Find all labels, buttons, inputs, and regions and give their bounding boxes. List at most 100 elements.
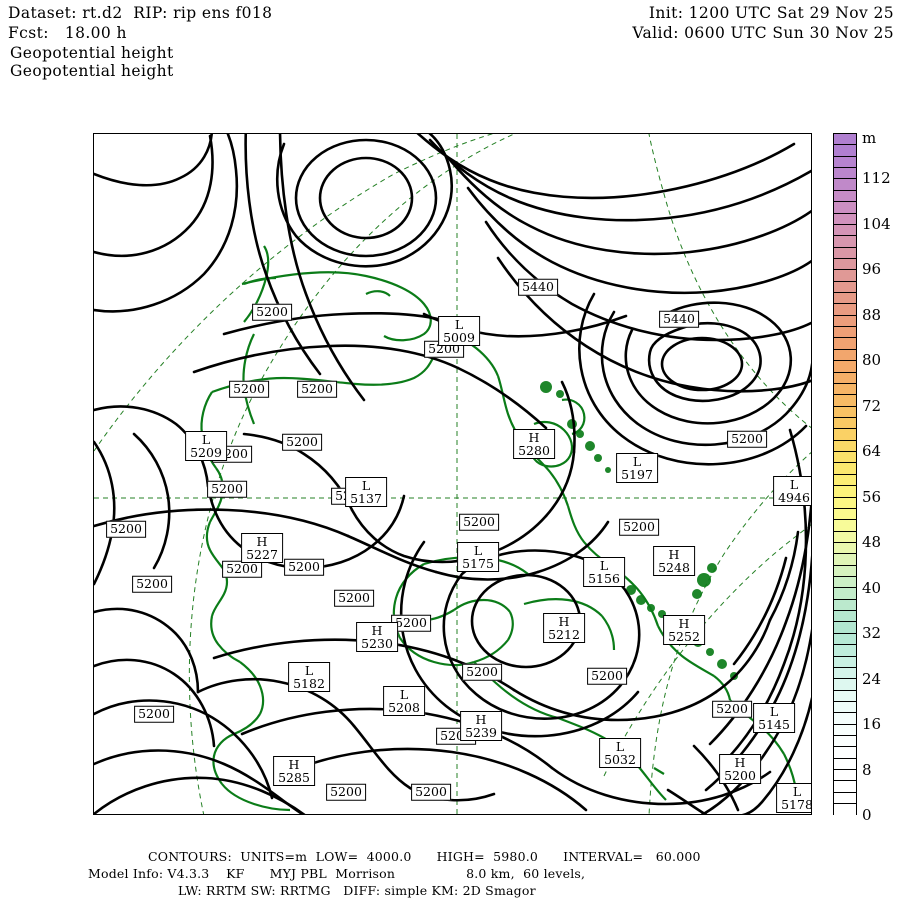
colorbar-swatch [834, 293, 856, 305]
colorbar-tick-label: 0 [862, 806, 872, 824]
high-center-marker: H 5252 [663, 615, 705, 645]
low-center-marker: L 5208 [383, 686, 425, 716]
contour-label: 5200 [229, 380, 269, 398]
colorbar-swatch [834, 542, 856, 555]
colorbar-tick-label: 64 [862, 442, 882, 461]
colorbar-swatch [834, 315, 856, 328]
colorbar-swatch [834, 577, 856, 589]
colorbar-swatch [834, 804, 856, 816]
colorbar-swatch [834, 531, 856, 543]
colorbar-swatch [834, 179, 856, 191]
dataset-line: Dataset: rt.d2 RIP: rip ens f018 [8, 4, 273, 22]
low-center-marker: L 5175 [457, 542, 499, 572]
colorbar-swatch [834, 724, 856, 737]
colorbar-tick-label: 72 [862, 396, 882, 415]
colorbar-swatch [834, 429, 856, 441]
colorbar-swatch [834, 736, 856, 748]
contour-label: 5200 [297, 380, 337, 398]
contour-map-svg [94, 134, 811, 814]
colorbar-swatch [834, 383, 856, 396]
colorbar-swatch [834, 145, 856, 157]
low-center-marker: L 5209 [185, 431, 227, 461]
colorbar-swatch [834, 224, 856, 237]
colorbar-tick-label: 16 [862, 715, 882, 734]
colorbar-swatch [834, 406, 856, 418]
colorbar-swatch [834, 758, 856, 771]
colorbar-swatch [834, 611, 856, 623]
contour-label: 5200 [334, 589, 374, 607]
colorbar-swatch [834, 372, 856, 384]
colorbar-swatch [834, 599, 856, 612]
colorbar-swatch [834, 349, 856, 362]
init-time-line: Init: 1200 UTC Sat 29 Nov 25 [648, 4, 894, 22]
colorbar-swatch [834, 554, 856, 566]
contour-label: 5200 [411, 783, 451, 801]
contour-label: 5200 [619, 518, 659, 536]
contour-label: 5200 [727, 430, 767, 448]
colorbar-swatch [834, 497, 856, 509]
low-center-marker: L 5197 [616, 453, 658, 483]
low-center-marker: L 5182 [288, 662, 330, 692]
colorbar-tick-label: 96 [862, 260, 882, 279]
colorbar-swatch [834, 713, 856, 725]
colorbar-swatch [834, 247, 856, 259]
contour-label: 5200 [712, 700, 752, 718]
colorbar-swatch [834, 463, 856, 475]
colorbar-swatch [834, 645, 856, 657]
colorbar-swatch [834, 667, 856, 680]
high-center-marker: H 5230 [356, 622, 398, 652]
colorbar-swatch [834, 327, 856, 339]
colorbar-tick-label: 32 [862, 624, 882, 643]
colorbar-tick-label: 40 [862, 578, 882, 597]
low-center-marker: L 5009 [438, 316, 480, 346]
colorbar-swatch [834, 486, 856, 498]
colorbar-swatch [834, 236, 856, 248]
colorbar-tick-label: 56 [862, 487, 882, 506]
field-title-primary: Geopotential height [10, 44, 174, 62]
high-center-marker: H 5212 [543, 613, 585, 643]
contour-label: 5200 [207, 480, 247, 498]
colorbar-swatch [834, 565, 856, 578]
colorbar-swatch [834, 213, 856, 225]
high-center-marker: H 5285 [273, 756, 315, 786]
colorbar-swatch [834, 508, 856, 521]
contour-label: 5200 [459, 513, 499, 531]
contours-info-line: CONTOURS: UNITS=m LOW= 4000.0 HIGH= 5980… [148, 849, 701, 864]
colorbar-swatch [834, 281, 856, 294]
colorbar-tick-label: 24 [862, 669, 882, 688]
colorbar-swatch [834, 417, 856, 430]
colorbar-swatch [834, 781, 856, 793]
high-center-marker: H 5227 [241, 533, 283, 563]
contour-label: 5200 [462, 663, 502, 681]
contour-label: 5200 [134, 705, 174, 723]
contour-label: 5200 [587, 667, 627, 685]
colorbar-swatch [834, 679, 856, 691]
high-center-marker: H 5280 [513, 429, 555, 459]
contour-label: 5440 [659, 310, 699, 328]
colorbar-units-label: m [862, 129, 877, 147]
low-center-marker: L 5032 [599, 738, 641, 768]
low-center-marker: L 5145 [753, 703, 795, 733]
contour-label: 5200 [326, 783, 366, 801]
contour-label: 5200 [106, 520, 146, 538]
model-info-line: Model Info: V4.3.3 KF MYJ PBL Morrison 8… [88, 866, 586, 881]
colorbar-swatch [834, 622, 856, 634]
colorbar-swatch [834, 168, 856, 180]
colorbar-swatch [834, 770, 856, 782]
field-title-secondary: Geopotential height [10, 62, 174, 80]
colorbar-swatch [834, 202, 856, 214]
colorbar-swatch [834, 474, 856, 487]
colorbar[interactable] [833, 133, 857, 816]
colorbar-swatch [834, 134, 856, 146]
low-center-marker: L 5137 [345, 477, 387, 507]
contour-line-group [94, 134, 811, 814]
map-plot-area[interactable]: 5200 5200 5440 5440 5200 5200 5200 5200 5200 5200… [93, 133, 812, 815]
contour-label: 5200 [222, 560, 262, 578]
colorbar-swatch [834, 701, 856, 714]
colorbar-tick-label: 48 [862, 533, 882, 552]
colorbar-swatch [834, 361, 856, 373]
colorbar-tick-label: 112 [862, 169, 891, 188]
valid-time-line: Valid: 0600 UTC Sun 30 Nov 25 [632, 24, 894, 42]
contour-label: 5200 [391, 614, 431, 632]
colorbar-swatch [834, 304, 856, 316]
